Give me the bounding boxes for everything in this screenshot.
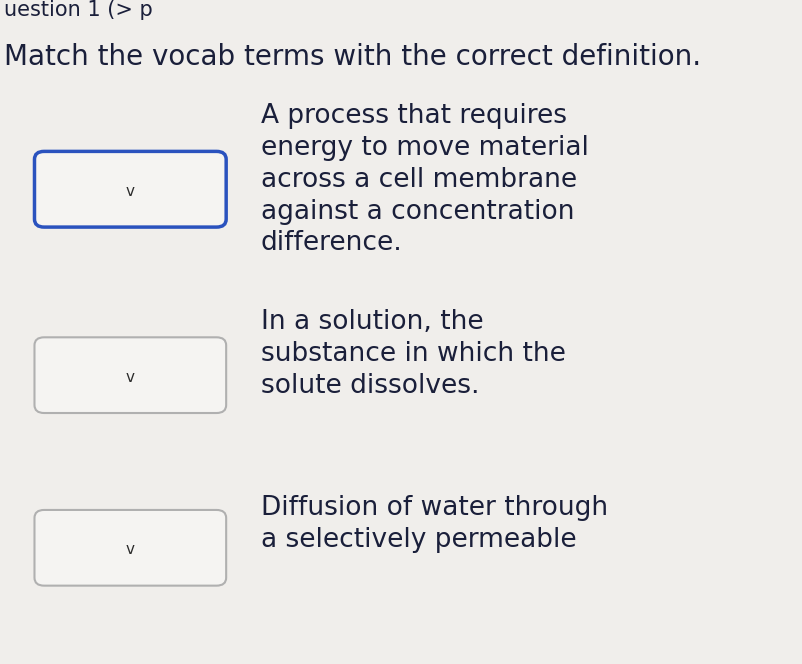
Text: against a concentration: against a concentration — [261, 199, 574, 224]
FancyBboxPatch shape — [34, 510, 226, 586]
Text: substance in which the: substance in which the — [261, 341, 565, 367]
Text: difference.: difference. — [261, 230, 403, 256]
Text: ʌ: ʌ — [126, 182, 135, 197]
Text: uestion 1 (> p: uestion 1 (> p — [4, 0, 152, 20]
Text: a selectively permeable: a selectively permeable — [261, 527, 577, 552]
Text: ʌ: ʌ — [126, 540, 135, 555]
Text: ʌ: ʌ — [126, 368, 135, 382]
Text: solute dissolves.: solute dissolves. — [261, 373, 479, 398]
Text: A process that requires: A process that requires — [261, 103, 567, 129]
FancyBboxPatch shape — [34, 151, 226, 227]
Text: across a cell membrane: across a cell membrane — [261, 167, 577, 193]
Text: energy to move material: energy to move material — [261, 135, 589, 161]
Text: Match the vocab terms with the correct definition.: Match the vocab terms with the correct d… — [4, 43, 701, 71]
Text: Diffusion of water through: Diffusion of water through — [261, 495, 608, 521]
FancyBboxPatch shape — [34, 337, 226, 413]
Text: In a solution, the: In a solution, the — [261, 309, 484, 335]
